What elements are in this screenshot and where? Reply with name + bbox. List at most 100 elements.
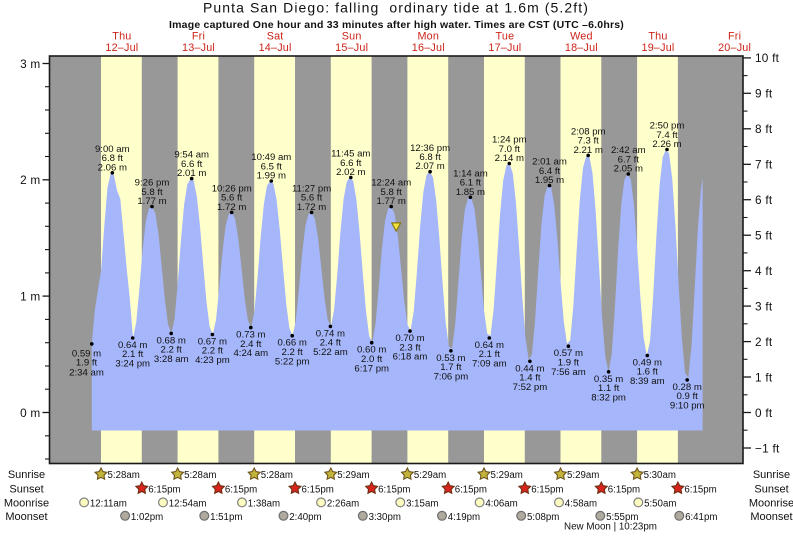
svg-text:0.66 m: 0.66 m <box>278 338 307 349</box>
svg-text:−1 ft: −1 ft <box>755 441 780 455</box>
svg-text:1.9 ft: 1.9 ft <box>558 357 580 368</box>
svg-text:3:28 am: 3:28 am <box>154 354 189 365</box>
svg-text:0.68 m: 0.68 m <box>157 335 186 346</box>
svg-text:6.1 ft: 6.1 ft <box>460 178 482 189</box>
svg-text:13–Jul: 13–Jul <box>182 42 215 54</box>
svg-text:6.5 ft: 6.5 ft <box>261 161 283 172</box>
svg-text:1.72 m: 1.72 m <box>217 202 246 213</box>
svg-text:0.74 m: 0.74 m <box>316 328 345 339</box>
svg-text:2.4 ft: 2.4 ft <box>240 339 262 350</box>
svg-text:1:02pm: 1:02pm <box>131 512 163 523</box>
svg-text:6:15pm: 6:15pm <box>531 484 563 495</box>
svg-text:1.72 m: 1.72 m <box>297 202 326 213</box>
svg-text:1.4 ft: 1.4 ft <box>519 373 541 384</box>
svg-text:6:15pm: 6:15pm <box>148 484 180 495</box>
svg-text:9:54 am: 9:54 am <box>174 150 209 161</box>
svg-text:2.01 m: 2.01 m <box>177 168 206 179</box>
svg-text:6.4 ft: 6.4 ft <box>539 166 561 177</box>
svg-text:0.73 m: 0.73 m <box>236 330 265 341</box>
svg-text:1.7 ft: 1.7 ft <box>440 362 462 373</box>
svg-text:19–Jul: 19–Jul <box>641 42 674 54</box>
svg-text:1.99 m: 1.99 m <box>257 171 286 182</box>
svg-text:9:26 pm: 9:26 pm <box>135 178 170 189</box>
svg-text:1:51pm: 1:51pm <box>210 512 242 523</box>
svg-text:14–Jul: 14–Jul <box>259 42 292 54</box>
svg-text:2.3 ft: 2.3 ft <box>399 342 421 353</box>
svg-text:2:34 am: 2:34 am <box>69 367 104 378</box>
svg-text:4:23 pm: 4:23 pm <box>195 355 230 366</box>
svg-text:Fri: Fri <box>192 31 205 43</box>
svg-text:10 ft: 10 ft <box>755 51 780 65</box>
svg-text:7 ft: 7 ft <box>755 158 773 172</box>
svg-text:5:22 pm: 5:22 pm <box>275 356 310 367</box>
svg-text:5:29am: 5:29am <box>491 470 523 481</box>
svg-text:Thu: Thu <box>112 31 131 43</box>
svg-text:20–Jul: 20–Jul <box>718 42 751 54</box>
svg-text:6:15pm: 6:15pm <box>608 484 640 495</box>
svg-text:Thu: Thu <box>648 31 667 43</box>
svg-text:Image captured One hour and 33: Image captured One hour and 33 minutes a… <box>169 19 624 31</box>
svg-text:7:56 am: 7:56 am <box>551 367 586 378</box>
svg-text:Fri: Fri <box>728 31 741 43</box>
svg-text:0.53 m: 0.53 m <box>436 353 465 364</box>
svg-text:0.59 m: 0.59 m <box>72 348 101 359</box>
svg-text:2.06 m: 2.06 m <box>98 162 127 173</box>
svg-text:8:32 pm: 8:32 pm <box>591 392 626 403</box>
svg-text:1.77 m: 1.77 m <box>137 196 166 207</box>
svg-text:2.21 m: 2.21 m <box>574 145 603 156</box>
svg-text:11:45 am: 11:45 am <box>331 149 370 160</box>
svg-text:5.8 ft: 5.8 ft <box>141 187 163 198</box>
svg-text:12–Jul: 12–Jul <box>105 42 138 54</box>
svg-text:Moonset: Moonset <box>5 511 47 523</box>
svg-text:2.1 ft: 2.1 ft <box>479 349 501 360</box>
svg-text:9:10 pm: 9:10 pm <box>670 401 705 412</box>
svg-text:6:15pm: 6:15pm <box>302 484 334 495</box>
svg-text:0.28 m: 0.28 m <box>673 382 702 393</box>
svg-text:5:28am: 5:28am <box>261 470 293 481</box>
svg-text:6.7 ft: 6.7 ft <box>618 154 640 165</box>
svg-text:0 m: 0 m <box>20 406 40 420</box>
svg-text:2:26am: 2:26am <box>327 498 359 509</box>
svg-text:Sunrise: Sunrise <box>8 469 45 481</box>
svg-text:3:15am: 3:15am <box>406 498 438 509</box>
svg-text:9 ft: 9 ft <box>755 87 773 101</box>
svg-text:12:11am: 12:11am <box>90 498 127 509</box>
svg-text:8:39 am: 8:39 am <box>630 376 665 387</box>
svg-text:12:36 pm: 12:36 pm <box>410 143 450 154</box>
svg-text:5:50am: 5:50am <box>644 498 676 509</box>
svg-text:2 ft: 2 ft <box>755 335 773 349</box>
svg-text:Tue: Tue <box>495 31 514 43</box>
svg-text:2:08 pm: 2:08 pm <box>571 127 606 138</box>
svg-text:1 m: 1 m <box>20 289 40 303</box>
svg-text:2:42 am: 2:42 am <box>611 145 646 156</box>
svg-text:18–Jul: 18–Jul <box>565 42 598 54</box>
svg-text:1:38am: 1:38am <box>248 498 280 509</box>
svg-text:5:28am: 5:28am <box>184 470 216 481</box>
svg-text:1.95 m: 1.95 m <box>535 175 564 186</box>
svg-text:2:01 am: 2:01 am <box>532 157 567 168</box>
svg-text:0.49 m: 0.49 m <box>633 358 662 369</box>
svg-text:0.67 m: 0.67 m <box>198 337 227 348</box>
svg-text:8 ft: 8 ft <box>755 122 773 136</box>
svg-text:7:06 pm: 7:06 pm <box>434 371 469 382</box>
svg-text:1.1 ft: 1.1 ft <box>598 383 620 394</box>
svg-text:6.8 ft: 6.8 ft <box>102 153 124 164</box>
svg-text:7.4 ft: 7.4 ft <box>656 130 678 141</box>
svg-text:Sunrise: Sunrise <box>753 469 790 481</box>
svg-text:5:29am: 5:29am <box>414 470 446 481</box>
svg-text:0 ft: 0 ft <box>755 406 773 420</box>
svg-text:1.6 ft: 1.6 ft <box>637 367 659 378</box>
svg-text:12:54am: 12:54am <box>169 498 207 509</box>
svg-text:Punta San Diego: falling ordi: Punta San Diego: falling ordinary tide a… <box>203 0 589 16</box>
svg-text:2.02 m: 2.02 m <box>336 167 365 178</box>
svg-text:10:26 pm: 10:26 pm <box>212 184 252 195</box>
svg-text:7.3 ft: 7.3 ft <box>578 136 600 147</box>
svg-text:6:17 pm: 6:17 pm <box>354 363 389 374</box>
svg-text:1 ft: 1 ft <box>755 370 773 384</box>
svg-text:2.07 m: 2.07 m <box>415 161 444 172</box>
svg-text:17–Jul: 17–Jul <box>488 42 521 54</box>
svg-text:12:24 am: 12:24 am <box>371 178 411 189</box>
svg-text:Moonrise: Moonrise <box>4 497 49 509</box>
svg-text:4 ft: 4 ft <box>755 264 773 278</box>
svg-text:Sat: Sat <box>267 31 284 43</box>
